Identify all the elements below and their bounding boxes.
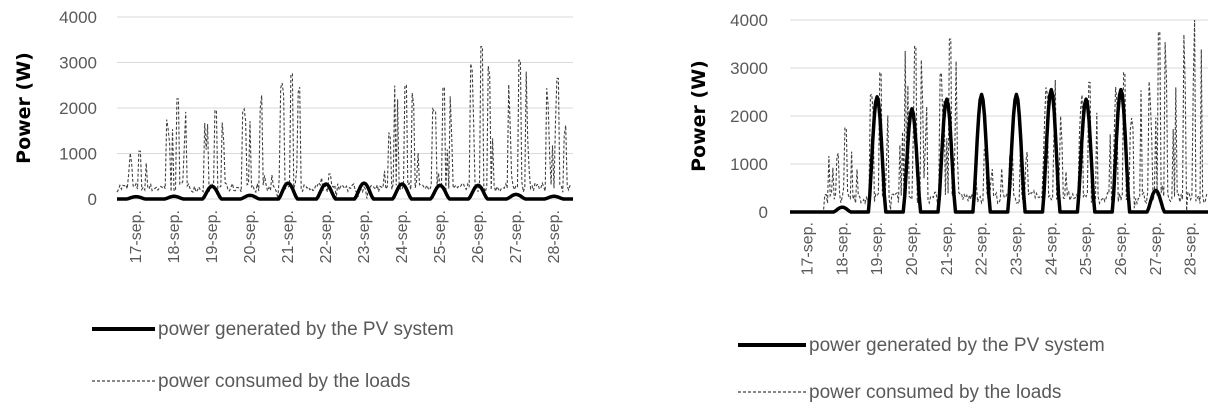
x-tick-label: 24-sep.: [394, 210, 411, 263]
x-tick-label: 23-sep.: [1008, 222, 1025, 275]
chart-2: 0 1000 2000 3000 4000 Power (W) 17-sep. 18-sep.…: [688, 11, 1208, 403]
x-tick-label: 23-sep.: [356, 210, 373, 263]
y-axis-title: Power (W): [688, 60, 710, 172]
x-tick-label: 18-sep.: [834, 222, 851, 275]
y-tick-label: 3000: [730, 59, 768, 78]
y-axis-title: Power (W): [13, 52, 35, 164]
y-tick-label: 4000: [59, 8, 97, 27]
x-tick-label: 17-sep.: [128, 210, 145, 263]
series-line-consumed-loads: [116, 46, 572, 199]
x-tick-label: 20-sep.: [242, 210, 259, 263]
x-tick-label: 28-sep.: [546, 210, 563, 263]
x-tick-label: 25-sep.: [432, 210, 449, 263]
x-tick-label: 27-sep.: [1148, 222, 1165, 275]
x-tick-label: 22-sep.: [318, 210, 335, 263]
x-tick-label: 25-sep.: [1078, 222, 1095, 275]
legend-label-generated: power generated by the PV system: [158, 319, 454, 340]
legend-label-consumed: power consumed by the loads: [809, 382, 1061, 403]
y-tick-label: 2000: [730, 107, 768, 126]
y-tick-label: 0: [759, 203, 768, 222]
x-tick-label: 27-sep.: [508, 210, 525, 263]
x-tick-label: 18-sep.: [166, 210, 183, 263]
x-tick-label: 28-sep.: [1183, 222, 1200, 275]
x-tick-label: 22-sep.: [974, 222, 991, 275]
x-tick-label: 21-sep.: [939, 222, 956, 275]
legend-label-consumed: power consumed by the loads: [158, 371, 410, 392]
y-tick-label: 1000: [59, 145, 97, 164]
x-tick-label: 24-sep.: [1043, 222, 1060, 275]
x-tick-label: 20-sep.: [904, 222, 921, 275]
x-tick-label: 21-sep.: [280, 210, 297, 263]
chart-1: 0 1000 2000 3000 4000 Power (W) 17-sep. 18-sep.…: [13, 8, 574, 392]
y-tick-label: 2000: [59, 99, 97, 118]
x-tick-label: 26-sep.: [470, 210, 487, 263]
y-tick-label: 0: [88, 190, 97, 209]
x-tick-label: 26-sep.: [1113, 222, 1130, 275]
x-tick-label: 19-sep.: [204, 210, 221, 263]
y-tick-label: 1000: [730, 155, 768, 174]
x-tick-label: 17-sep.: [799, 222, 816, 275]
legend-label-generated: power generated by the PV system: [809, 335, 1105, 356]
x-tick-label: 19-sep.: [869, 222, 886, 275]
legend: power generated by the PV system power co…: [92, 319, 454, 392]
y-tick-label: 4000: [730, 11, 768, 30]
series-line-generated-pv: [116, 181, 574, 201]
y-tick-label: 3000: [59, 54, 97, 73]
legend: power generated by the PV system power co…: [738, 335, 1105, 403]
series-line-generated-pv: [789, 87, 1208, 214]
series-line-consumed-loads: [790, 19, 1208, 212]
